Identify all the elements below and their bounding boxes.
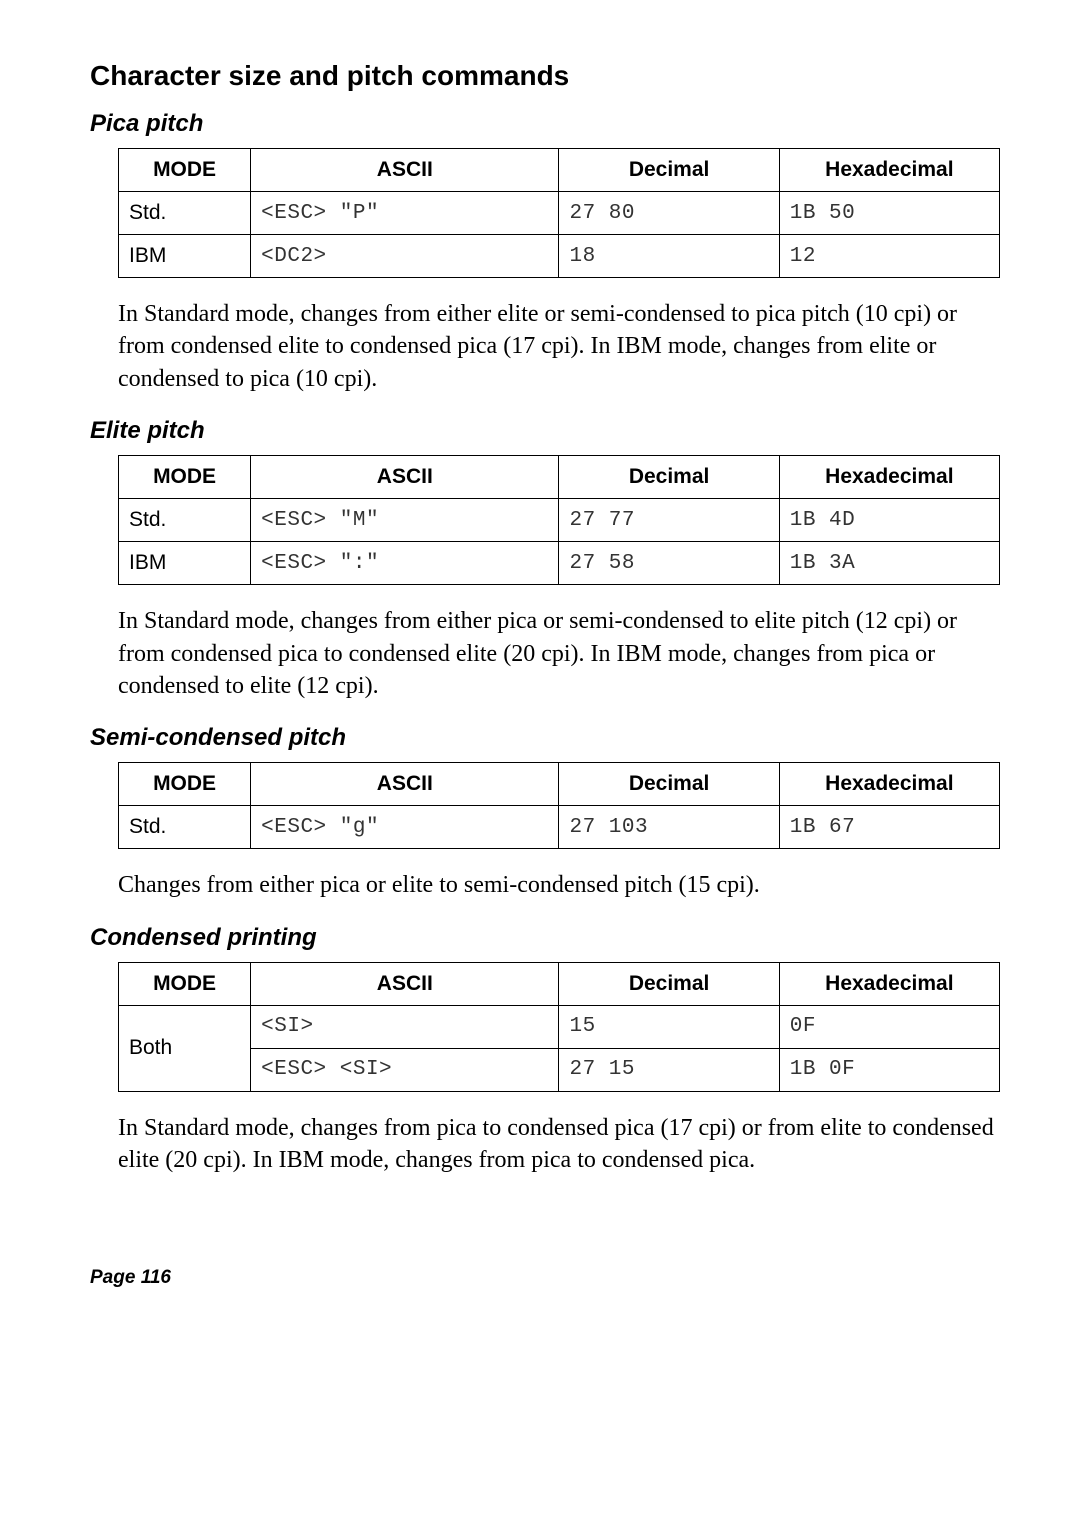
decimal-cell: 27 103: [559, 806, 779, 849]
section-heading: Semi-condensed pitch: [90, 724, 1000, 752]
column-header: MODE: [119, 763, 251, 806]
mode-cell: Std.: [119, 192, 251, 235]
ascii-cell: <DC2>: [251, 235, 559, 278]
ascii-cell: <ESC> "g": [251, 806, 559, 849]
table-row: IBM<DC2>1812: [119, 235, 1000, 278]
command-table: MODEASCIIDecimalHexadecimalStd.<ESC> "g"…: [118, 762, 1000, 849]
mode-cell: Std.: [119, 806, 251, 849]
column-header: ASCII: [251, 456, 559, 499]
mode-cell: Both: [119, 1005, 251, 1091]
table-row: Std.<ESC> "P"27 801B 50: [119, 192, 1000, 235]
column-header: ASCII: [251, 763, 559, 806]
column-header: ASCII: [251, 962, 559, 1005]
section-body: In Standard mode, changes from pica to c…: [118, 1112, 1000, 1177]
hex-cell: 1B 50: [779, 192, 999, 235]
column-header: Decimal: [559, 149, 779, 192]
page-title: Character size and pitch commands: [90, 60, 1000, 92]
ascii-cell: <ESC> <SI>: [251, 1048, 559, 1091]
column-header: Hexadecimal: [779, 456, 999, 499]
column-header: Decimal: [559, 763, 779, 806]
column-header: MODE: [119, 456, 251, 499]
table-row: IBM<ESC> ":"27 581B 3A: [119, 542, 1000, 585]
decimal-cell: 27 80: [559, 192, 779, 235]
ascii-cell: <ESC> "M": [251, 499, 559, 542]
hex-cell: 1B 67: [779, 806, 999, 849]
hex-cell: 1B 0F: [779, 1048, 999, 1091]
column-header: Decimal: [559, 456, 779, 499]
ascii-cell: <ESC> "P": [251, 192, 559, 235]
hex-cell: 0F: [779, 1005, 999, 1048]
column-header: Hexadecimal: [779, 962, 999, 1005]
command-table: MODEASCIIDecimalHexadecimalStd.<ESC> "P"…: [118, 148, 1000, 278]
mode-cell: Std.: [119, 499, 251, 542]
column-header: MODE: [119, 962, 251, 1005]
section-heading: Elite pitch: [90, 417, 1000, 445]
hex-cell: 1B 3A: [779, 542, 999, 585]
column-header: ASCII: [251, 149, 559, 192]
section-body: In Standard mode, changes from either el…: [118, 298, 1000, 395]
table-row: <ESC> <SI>27 151B 0F: [119, 1048, 1000, 1091]
section-heading: Condensed printing: [90, 924, 1000, 952]
section-heading: Pica pitch: [90, 110, 1000, 138]
command-table: MODEASCIIDecimalHexadecimalBoth<SI>150F<…: [118, 962, 1000, 1092]
column-header: Decimal: [559, 962, 779, 1005]
mode-cell: IBM: [119, 235, 251, 278]
mode-cell: IBM: [119, 542, 251, 585]
column-header: Hexadecimal: [779, 763, 999, 806]
decimal-cell: 27 77: [559, 499, 779, 542]
decimal-cell: 18: [559, 235, 779, 278]
decimal-cell: 27 15: [559, 1048, 779, 1091]
table-row: Std.<ESC> "g"27 1031B 67: [119, 806, 1000, 849]
table-row: Both<SI>150F: [119, 1005, 1000, 1048]
column-header: MODE: [119, 149, 251, 192]
hex-cell: 1B 4D: [779, 499, 999, 542]
section-body: Changes from either pica or elite to sem…: [118, 869, 1000, 901]
decimal-cell: 15: [559, 1005, 779, 1048]
table-row: Std.<ESC> "M"27 771B 4D: [119, 499, 1000, 542]
ascii-cell: <ESC> ":": [251, 542, 559, 585]
command-table: MODEASCIIDecimalHexadecimalStd.<ESC> "M"…: [118, 455, 1000, 585]
ascii-cell: <SI>: [251, 1005, 559, 1048]
decimal-cell: 27 58: [559, 542, 779, 585]
section-body: In Standard mode, changes from either pi…: [118, 605, 1000, 702]
column-header: Hexadecimal: [779, 149, 999, 192]
page-footer: Page 116: [90, 1267, 1000, 1289]
hex-cell: 12: [779, 235, 999, 278]
